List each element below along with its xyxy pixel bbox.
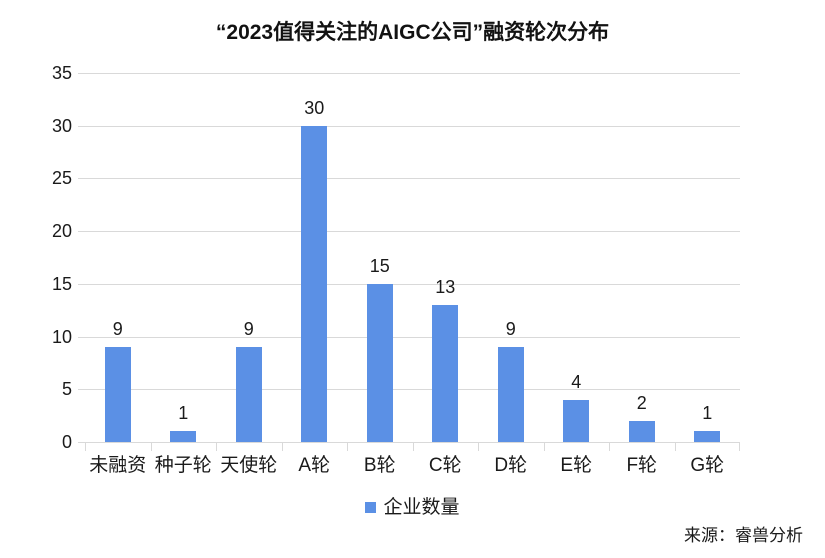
bar-slot: 9 [216, 73, 282, 442]
gridline-5 [85, 389, 740, 391]
plot-area: 35 30 25 20 15 10 5 0 9 1 9 30 15 13 9 4 2 1 [52, 64, 740, 451]
x-tick [478, 442, 479, 451]
gridline-35 [85, 73, 740, 74]
legend-item-label: 企业数量 [383, 497, 460, 518]
y-axis-label: 0 [61, 432, 72, 452]
bar-value-label: 13 [435, 276, 456, 297]
x-tick [609, 442, 610, 451]
x-axis-label: 种子轮 [154, 455, 212, 476]
bar-value-label: 30 [304, 97, 325, 118]
bar[interactable] [694, 431, 721, 442]
bar-value-label: 9 [505, 319, 516, 340]
bar[interactable] [432, 304, 459, 442]
x-axis-labels: 未融资 种子轮 天使轮 A轮 B轮 C轮 D轮 E轮 F轮 G轮 [85, 455, 740, 485]
x-axis-label: D轮 [494, 455, 528, 476]
bar-slot: 13 [413, 73, 479, 442]
y-axis-label: 15 [51, 273, 72, 294]
x-tick [85, 442, 86, 451]
y-tick-25 [78, 178, 85, 180]
y-axis-label: 20 [51, 221, 72, 242]
bar[interactable] [170, 431, 197, 442]
x-axis-label: A轮 [298, 455, 331, 476]
bar[interactable] [563, 399, 590, 442]
x-axis-label: E轮 [560, 455, 593, 476]
bar-slot: 2 [609, 73, 675, 442]
gridline-10 [85, 336, 740, 338]
x-tick [216, 442, 217, 451]
x-axis-ticks [85, 442, 740, 451]
bar-slot: 1 [675, 73, 741, 442]
x-tick [543, 442, 545, 451]
x-tick [674, 442, 676, 451]
x-axis-label: G轮 [690, 455, 725, 476]
legend-item-qiye-shuliang[interactable]: 企业数量 [365, 497, 460, 518]
y-tick-0 [78, 442, 85, 443]
bar-slot: 1 [151, 73, 217, 442]
bar[interactable] [235, 347, 262, 442]
x-axis-label: 未融资 [89, 455, 147, 476]
bar-value-label: 15 [369, 255, 390, 276]
bar[interactable] [497, 347, 524, 442]
x-axis-label: F轮 [626, 455, 658, 476]
y-tick-5 [78, 389, 85, 391]
bar-slot: 15 [347, 73, 413, 442]
x-tick [347, 442, 348, 451]
bar-value-label: 4 [571, 371, 582, 392]
x-axis-label: C轮 [428, 455, 462, 476]
bar[interactable] [628, 420, 655, 442]
y-axis-label: 35 [51, 63, 72, 83]
x-tick [281, 442, 283, 451]
legend-swatch-icon [365, 502, 377, 513]
y-tick-30 [78, 125, 85, 127]
bar[interactable] [104, 347, 131, 442]
source-note: 来源：睿兽分析 [684, 526, 803, 545]
chart-legend: 企业数量 [0, 498, 825, 517]
x-tick [739, 442, 740, 451]
bar-value-label: 2 [636, 392, 647, 413]
y-tick-10 [78, 336, 85, 338]
bar-slot: 9 [85, 73, 151, 442]
gridline-20 [85, 231, 740, 233]
x-tick [150, 442, 152, 451]
chart-title: “2023值得关注的AIGC公司”融资轮次分布 [215, 21, 610, 44]
gridline-15 [85, 283, 740, 285]
y-tick-15 [78, 283, 85, 285]
bar[interactable] [366, 283, 393, 442]
bar[interactable] [301, 125, 328, 442]
bar-slot: 4 [544, 73, 610, 442]
bar-slot: 9 [478, 73, 544, 442]
y-tick-35 [78, 73, 85, 74]
x-tick [412, 442, 414, 451]
bar-value-label: 1 [702, 403, 713, 424]
y-axis-label: 30 [51, 115, 72, 136]
y-axis-label: 25 [51, 168, 72, 189]
bar-value-label: 9 [112, 319, 123, 340]
bars-layer: 9 1 9 30 15 13 9 4 2 1 [85, 73, 740, 442]
x-axis-label: B轮 [363, 455, 396, 476]
x-axis-label: 天使轮 [220, 455, 278, 476]
y-axis-label: 10 [51, 326, 72, 347]
y-axis-label: 5 [61, 379, 72, 400]
bar-value-label: 9 [243, 319, 254, 340]
gridline-30 [85, 125, 740, 127]
bar-slot: 30 [282, 73, 348, 442]
y-tick-20 [78, 231, 85, 233]
bar-value-label: 1 [178, 403, 189, 424]
gridline-25 [85, 178, 740, 180]
